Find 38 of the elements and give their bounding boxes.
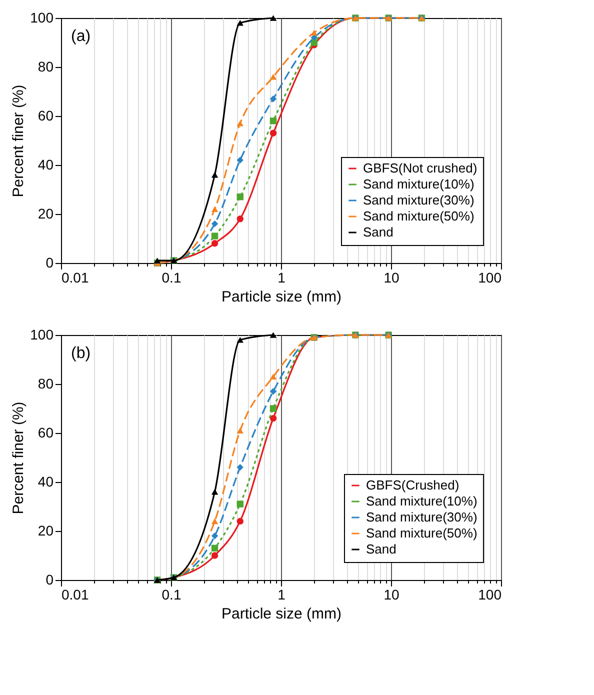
annotation: (b) bbox=[71, 345, 91, 362]
legend-label: Sand mixture(10%) bbox=[366, 494, 478, 508]
legend-label: Sand mixture(50%) bbox=[363, 208, 474, 224]
legend-label: Sand mixture(30%) bbox=[366, 510, 478, 524]
legend-label: Sand mixture(10%) bbox=[363, 176, 474, 192]
x-tick-label: 10 bbox=[384, 586, 400, 602]
y-tick-label: 100 bbox=[30, 10, 54, 26]
legend-label: Sand bbox=[366, 542, 396, 556]
y-tick-label: 20 bbox=[38, 522, 54, 538]
y-axis-title: Percent finer (%) bbox=[10, 84, 28, 198]
y-tick-label: 100 bbox=[30, 326, 54, 342]
legend-label: Sand bbox=[363, 224, 394, 240]
y-tick-label: 80 bbox=[38, 376, 54, 392]
y-tick-label: 40 bbox=[38, 474, 54, 490]
legend-label: Sand mixture(30%) bbox=[363, 192, 474, 208]
x-tick-label: 10 bbox=[384, 270, 400, 286]
x-tick-label: 1 bbox=[278, 270, 286, 286]
x-tick-label: 1 bbox=[278, 586, 286, 602]
y-tick-label: 20 bbox=[38, 206, 54, 222]
y-tick-label: 40 bbox=[38, 156, 54, 172]
x-axis-title: Particle size (mm) bbox=[221, 288, 342, 306]
x-tick-label: 0.1 bbox=[162, 270, 182, 286]
legend-label: GBFS(Crushed) bbox=[366, 478, 460, 492]
x-axis-title: Particle size (mm) bbox=[221, 606, 342, 622]
y-tick-label: 60 bbox=[38, 108, 54, 124]
y-axis-title: Percent finer (%) bbox=[10, 402, 28, 514]
y-tick-label: 0 bbox=[46, 254, 54, 270]
y-tick-label: 80 bbox=[38, 58, 54, 74]
x-tick-label: 0.1 bbox=[162, 586, 182, 602]
x-tick-label: 0.01 bbox=[62, 270, 89, 286]
x-tick-label: 0.01 bbox=[62, 586, 89, 602]
x-tick-label: 100 bbox=[478, 586, 502, 602]
annotation: (a) bbox=[71, 28, 91, 45]
x-tick-label: 100 bbox=[478, 270, 502, 286]
y-tick-label: 60 bbox=[38, 424, 54, 440]
legend-label: Sand mixture(50%) bbox=[366, 526, 478, 540]
y-tick-label: 0 bbox=[46, 572, 54, 588]
legend-label: GBFS(Not crushed) bbox=[363, 160, 478, 176]
